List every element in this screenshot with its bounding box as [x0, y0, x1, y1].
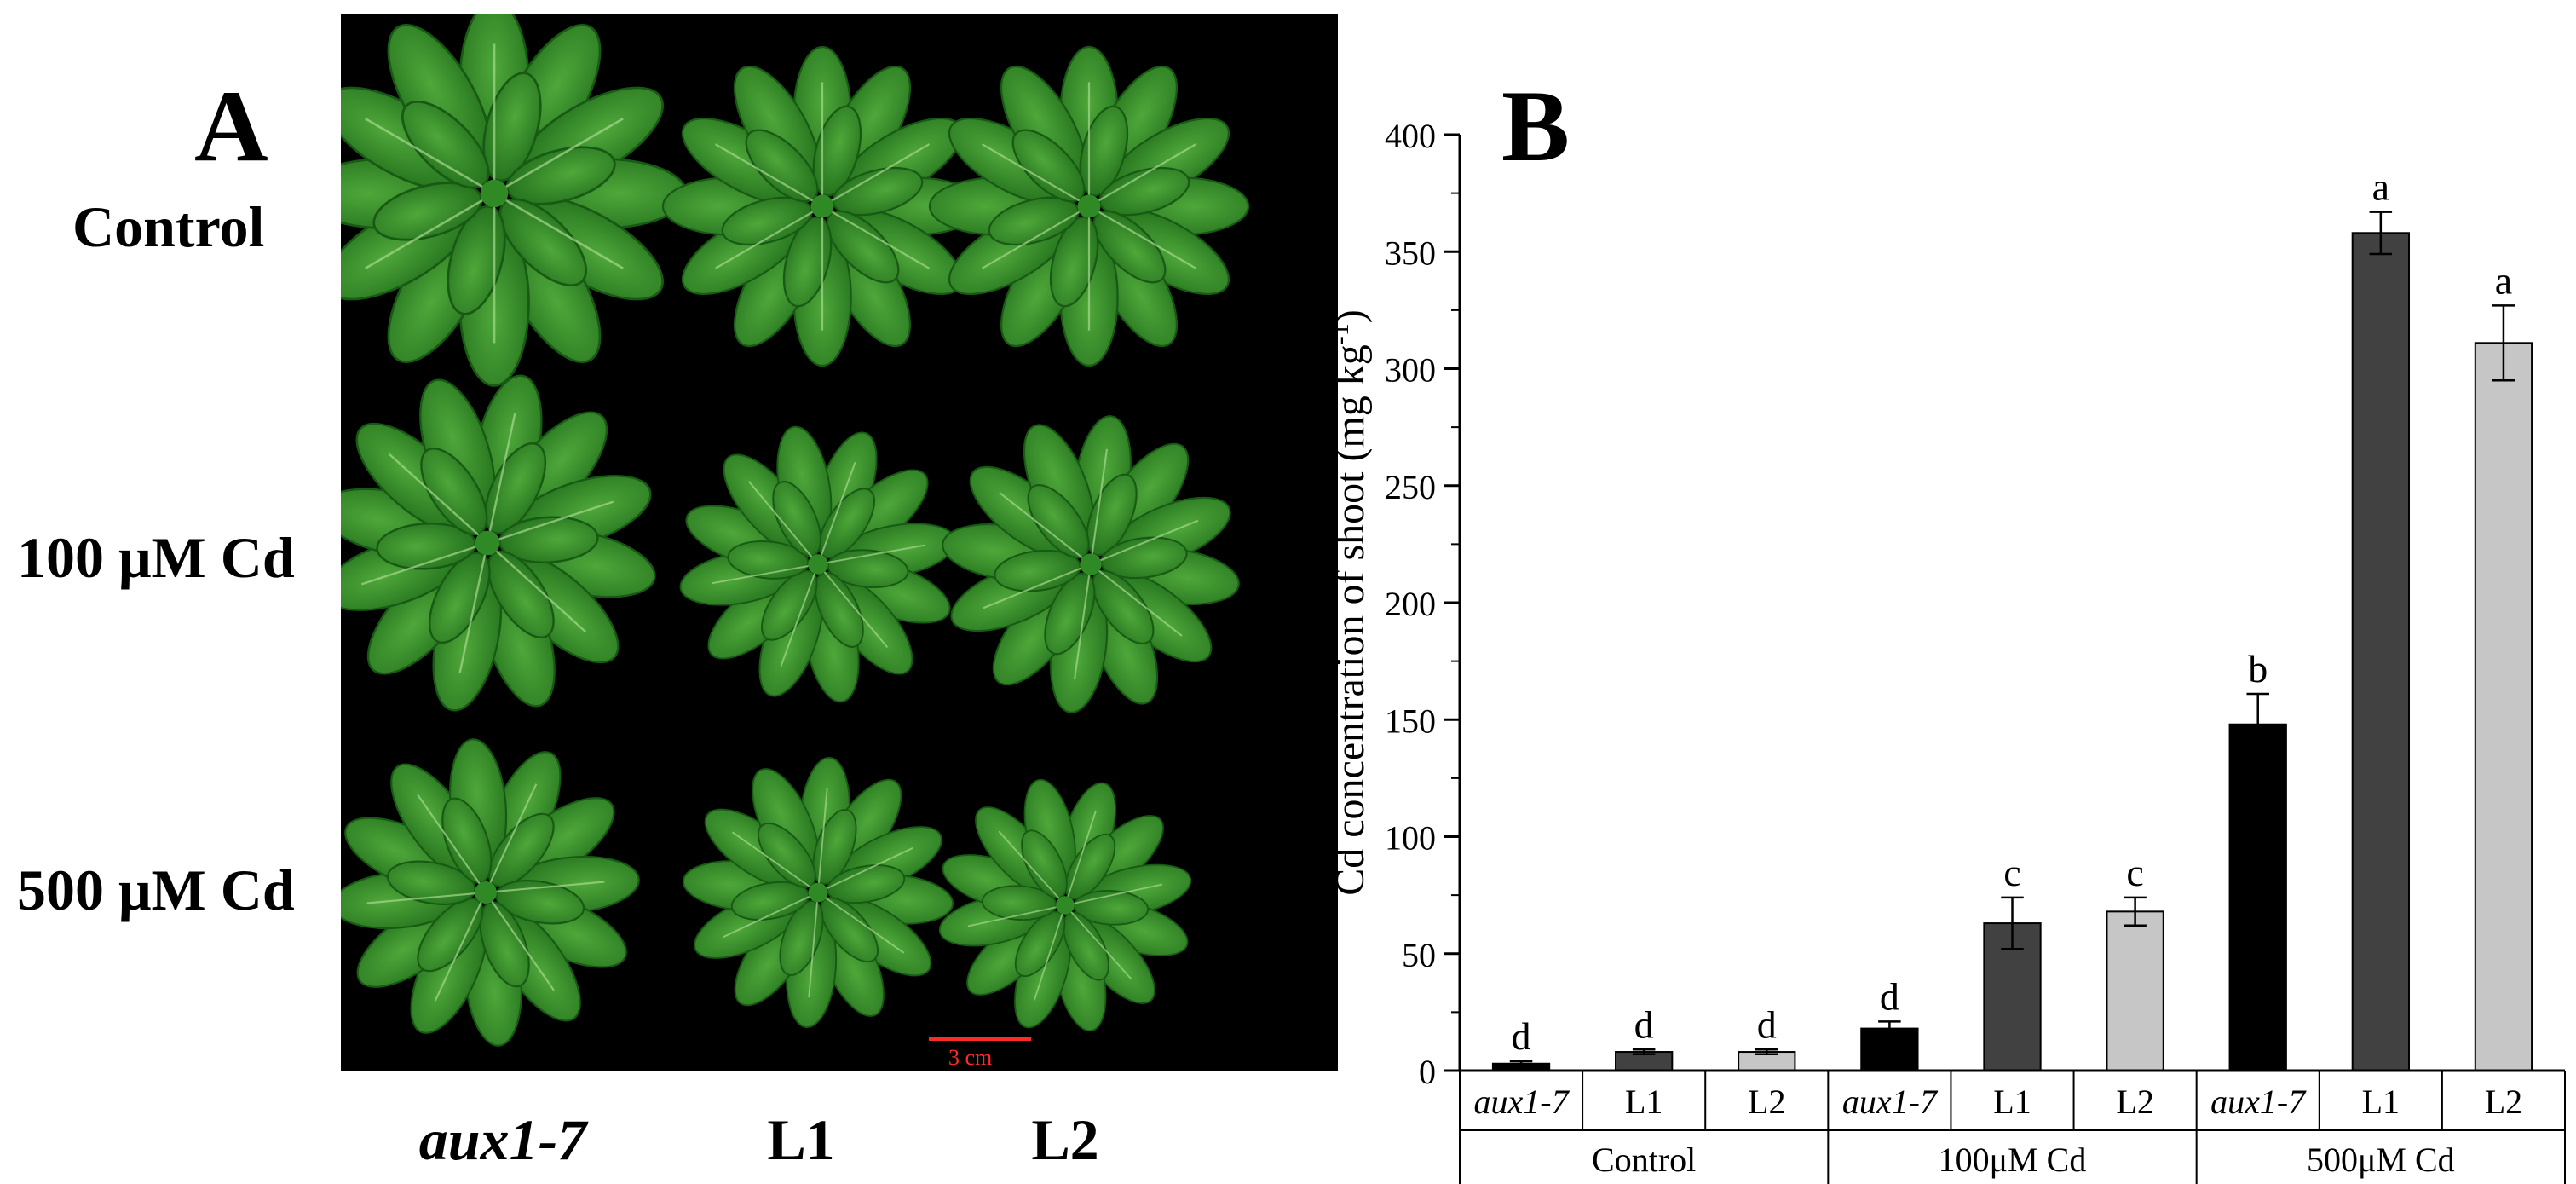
- significance-letter-L2-0: d: [1757, 1002, 1777, 1046]
- row-label-control: Control: [72, 194, 265, 259]
- significance-letter-aux1-7-1: d: [1880, 974, 1899, 1018]
- row-label-500um-cd: 500 μM Cd: [17, 858, 295, 922]
- y-tick-label-5: 250: [1385, 468, 1436, 506]
- col-label-l2: L2: [1031, 1107, 1099, 1172]
- y-axis-ticks: 0 50 100 150 200 250 300 350 400: [1385, 117, 1460, 1091]
- x-category-label-0-2: aux1-7: [2210, 1083, 2307, 1121]
- x-category-label-2-1: L2: [2116, 1083, 2153, 1121]
- category-labels: aux1-7 L1 L2 aux1-7 L1 L2 aux1-7 L1 L2 Control 100…: [1459, 1071, 2566, 1184]
- y-tick-label-2: 100: [1385, 819, 1436, 858]
- significance-letter-aux1-7-0: d: [1512, 1014, 1531, 1058]
- x-group-label-0: Control: [1592, 1141, 1696, 1179]
- significance-letter-L1-2: a: [2372, 165, 2389, 209]
- bar-L2-1: [2106, 910, 2164, 1071]
- col-label-l1: L1: [767, 1107, 835, 1172]
- y-axis-label-sup: -1: [1326, 323, 1354, 344]
- x-category-label-0-1: aux1-7: [1842, 1083, 1939, 1121]
- x-group-label-1: 100μM Cd: [1939, 1141, 2087, 1179]
- col-label-aux1-7: aux1-7: [418, 1107, 587, 1172]
- row-label-100um-cd: 100 μM Cd: [17, 525, 295, 590]
- x-category-label-0-0: aux1-7: [1474, 1083, 1570, 1121]
- y-tick-label-8: 400: [1385, 117, 1436, 155]
- bar-L2-2: [2474, 342, 2533, 1071]
- x-category-label-2-2: L2: [2485, 1083, 2522, 1121]
- y-tick-label-3: 150: [1385, 702, 1436, 740]
- y-tick-label-1: 50: [1402, 936, 1436, 974]
- x-category-label-2-0: L2: [1748, 1083, 1785, 1121]
- plant-photo: [280, 0, 1338, 1098]
- scale-bar-label: 3 cm: [948, 1045, 993, 1070]
- bar-L1-2: [2351, 232, 2410, 1072]
- significance-letter-L2-2: a: [2495, 258, 2512, 302]
- x-category-label-1-0: L1: [1625, 1083, 1663, 1121]
- y-tick-label-7: 350: [1385, 234, 1436, 272]
- significance-letter-L2-1: c: [2126, 851, 2143, 894]
- significance-letter-L1-0: d: [1634, 1002, 1654, 1046]
- x-group-label-2: 500μM Cd: [2307, 1141, 2455, 1179]
- x-category-label-1-1: L1: [1993, 1083, 2031, 1121]
- plant-rosettes: [280, 0, 1261, 1098]
- significance-letter-L1-1: c: [2003, 851, 2020, 894]
- y-axis-label: Cd concentration of shoot (mg kg-1): [1326, 309, 1373, 896]
- panel-b-letter: B: [1501, 69, 1570, 182]
- y-tick-label-6: 300: [1385, 351, 1436, 390]
- panel-a-letter: A: [194, 69, 268, 182]
- bar-aux1-7-2: [2228, 723, 2287, 1071]
- significance-letter-aux1-7-2: b: [2248, 647, 2268, 690]
- x-category-label-1-2: L1: [2362, 1083, 2400, 1121]
- bars: d d d d c c b a a: [1491, 165, 2533, 1072]
- y-tick-label-0: 0: [1419, 1053, 1436, 1091]
- y-tick-label-4: 200: [1385, 585, 1436, 623]
